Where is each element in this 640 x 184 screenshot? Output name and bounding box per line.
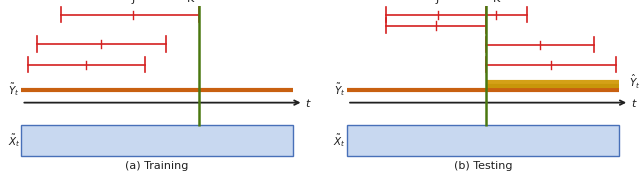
Text: $\tilde{Y}_t$: $\tilde{Y}_t$ (334, 82, 346, 98)
Text: (b) Testing: (b) Testing (454, 161, 512, 171)
Text: $t$: $t$ (630, 97, 637, 109)
Text: $\hat{Y}_t$: $\hat{Y}_t$ (629, 73, 640, 91)
Text: $\tilde{X}_t$: $\tilde{X}_t$ (333, 132, 346, 149)
Text: J: J (436, 0, 439, 4)
Text: $t$: $t$ (305, 97, 312, 109)
Text: J: J (131, 0, 134, 4)
Text: $\tilde{Y}_t$: $\tilde{Y}_t$ (8, 82, 20, 98)
Text: K: K (493, 0, 500, 4)
Text: (a) Training: (a) Training (125, 161, 189, 171)
Bar (347, 125, 618, 156)
Text: $\tilde{X}_t$: $\tilde{X}_t$ (8, 132, 20, 149)
Bar (22, 125, 293, 156)
Text: K: K (187, 0, 194, 4)
